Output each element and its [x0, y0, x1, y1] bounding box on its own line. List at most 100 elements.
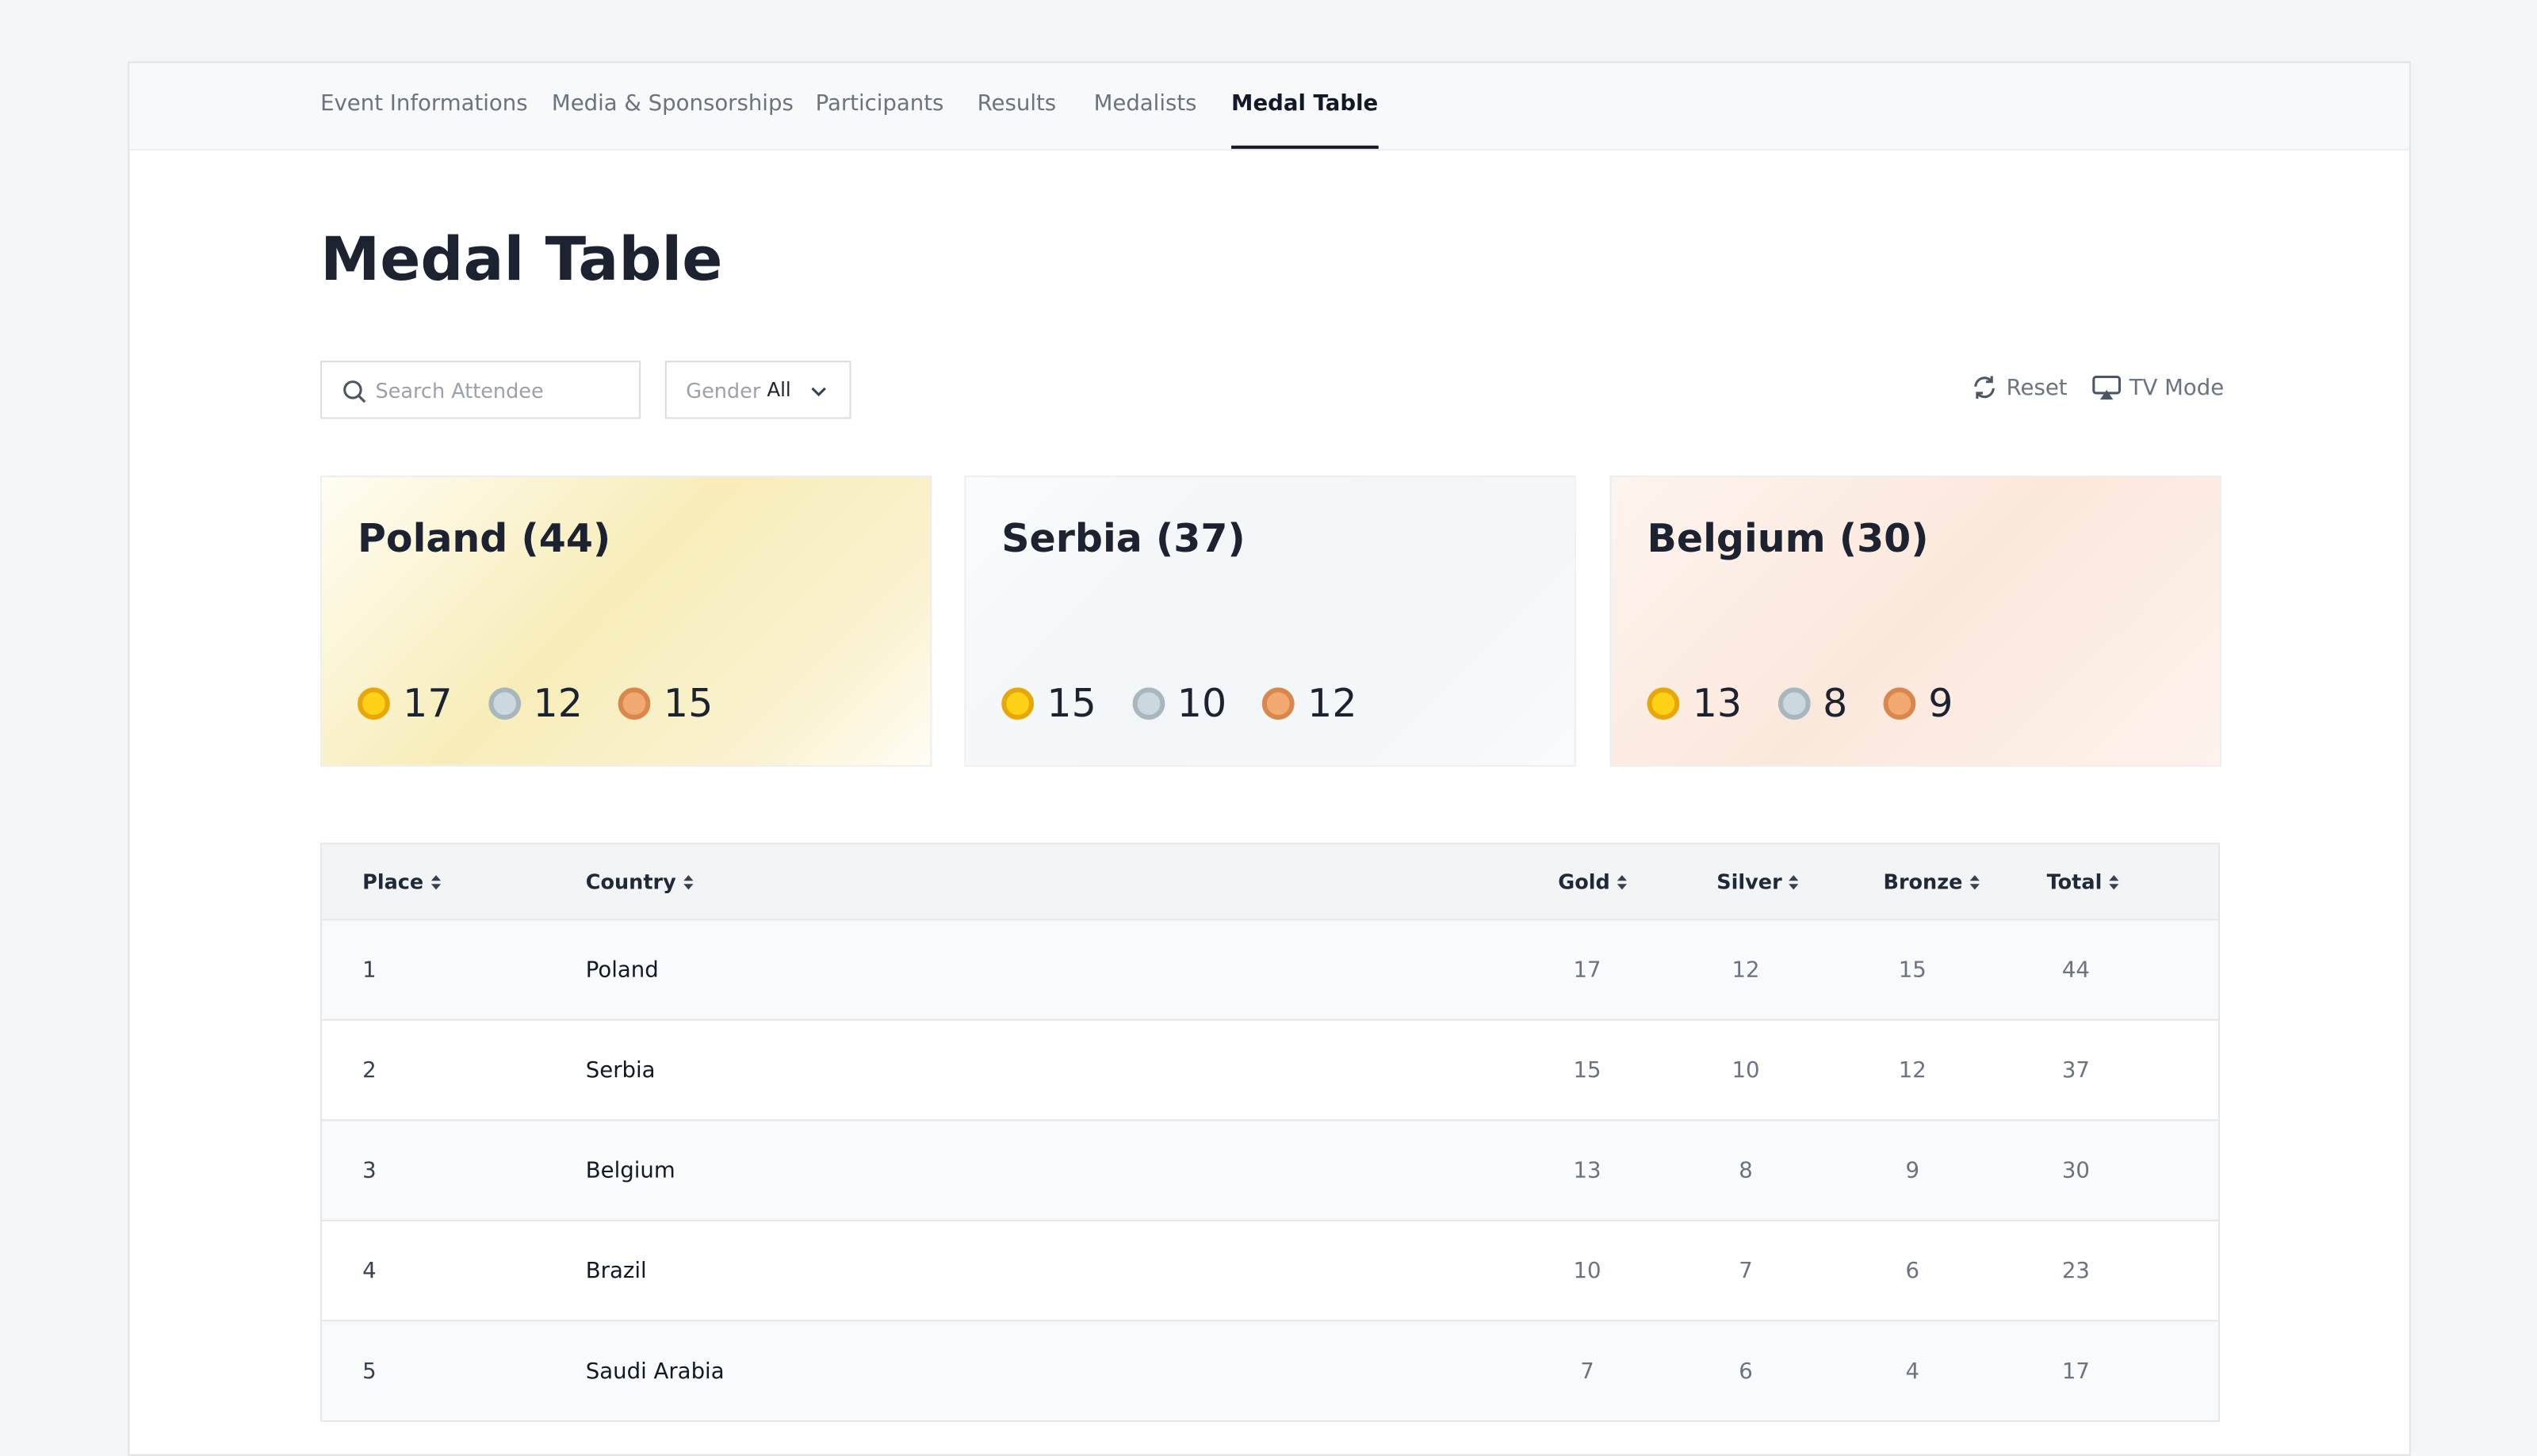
column-label: Gold: [1558, 869, 1610, 894]
table-row: 3 Belgium 13 8 9 30: [322, 1119, 2218, 1220]
bronze-count: 12: [1307, 681, 1357, 727]
count-cell: 23: [2061, 1257, 2090, 1284]
table-row: 2 Serbia 15 10 12 37: [322, 1018, 2218, 1120]
search-box[interactable]: Search Attendee: [320, 361, 641, 419]
column-label: Silver: [1716, 869, 1782, 894]
nav-tab[interactable]: Media & Sponsorships: [551, 90, 794, 117]
country-card: Belgium (30) 13 8 9: [1609, 475, 2222, 767]
count-cell: 13: [1573, 1157, 1601, 1183]
silver-count: 12: [533, 681, 583, 727]
card-title: Belgium (30): [1647, 516, 1929, 562]
table-header: Place Country Gold Silver Bronze Total: [322, 844, 2218, 919]
app-frame: Event Informations Media & Sponsorships Pa…: [128, 61, 2411, 1456]
gold-coin: [1001, 687, 1035, 720]
gold-coin: [1647, 687, 1680, 720]
nav-tab[interactable]: Medalists: [1093, 90, 1197, 117]
column-header[interactable]: Place: [362, 869, 442, 894]
card-title: Poland (44): [358, 516, 611, 562]
gender-value: All: [767, 378, 791, 402]
bronze-coin: [618, 687, 651, 720]
silver-coin: [488, 687, 521, 720]
gender-label: Gender: [686, 378, 761, 403]
medal-counts: 17 12 15: [358, 681, 748, 726]
nav-tab[interactable]: Participants: [815, 90, 944, 117]
column-header[interactable]: Country: [586, 869, 694, 894]
bronze-coin: [1262, 687, 1295, 720]
count-cell: 4: [1905, 1358, 1920, 1384]
count-cell: 9: [1905, 1157, 1920, 1183]
sort-icon: [683, 873, 694, 889]
chevron: [811, 387, 826, 397]
count-cell: 6: [1905, 1257, 1920, 1284]
silver-coin: [1131, 687, 1165, 720]
sort-icon: [1617, 873, 1628, 889]
reset-label: Reset: [2006, 374, 2068, 401]
count-cell: 30: [2061, 1157, 2090, 1183]
country-cell: Poland: [585, 957, 659, 983]
count-cell: 17: [1573, 957, 1601, 983]
count-cell: 10: [1732, 1057, 1760, 1083]
table-row: 4 Brazil 10 7 6 23: [322, 1219, 2218, 1320]
page-title: Medal Table: [320, 224, 723, 295]
bronze-count: 9: [1928, 681, 1953, 727]
medal-counts: 15 10 12: [1001, 681, 1392, 726]
count-cell: 15: [1573, 1057, 1601, 1083]
nav-tab[interactable]: Results: [977, 90, 1057, 117]
card-title: Serbia (37): [1001, 516, 1246, 562]
tv-icon: [2092, 375, 2121, 400]
country-card: Serbia (37) 15 10 12: [964, 475, 1576, 767]
count-cell: 12: [1898, 1057, 1927, 1083]
reset-icon: [1974, 376, 1995, 399]
place-cell: 4: [362, 1257, 377, 1284]
table-row: 1 Poland 17 12 15 44: [322, 919, 2218, 1019]
gold-count: 13: [1692, 681, 1743, 727]
gold-count: 17: [403, 681, 453, 727]
country-cell: Brazil: [585, 1257, 647, 1284]
place-cell: 5: [362, 1358, 377, 1384]
country-cell: Serbia: [585, 1057, 656, 1083]
count-cell: 37: [2061, 1057, 2090, 1083]
silver-coin: [1777, 687, 1810, 720]
count-cell: 17: [2061, 1358, 2090, 1384]
gender-select[interactable]: Gender All: [664, 361, 851, 419]
column-label: Place: [362, 869, 424, 894]
count-cell: 44: [2061, 957, 2090, 983]
medal-counts: 13 8 9: [1647, 681, 1989, 726]
nav-tab[interactable]: Medal Table: [1231, 90, 1379, 149]
sort-icon: [430, 873, 441, 889]
sort-icon: [1789, 873, 1800, 889]
silver-count: 10: [1177, 681, 1227, 727]
country-cell: Saudi Arabia: [585, 1358, 725, 1384]
count-cell: 6: [1739, 1358, 1753, 1384]
sort-icon: [1969, 873, 1980, 889]
tv-mode-button[interactable]: TV Mode: [2092, 373, 2224, 401]
column-header[interactable]: Gold: [1558, 869, 1628, 894]
gold-coin: [358, 687, 390, 720]
country-cell: Belgium: [585, 1157, 675, 1183]
place-cell: 2: [362, 1057, 377, 1083]
count-cell: 8: [1739, 1157, 1753, 1183]
column-header[interactable]: Silver: [1716, 869, 1800, 894]
reset-button[interactable]: Reset: [1971, 373, 2068, 401]
place-cell: 1: [362, 957, 377, 983]
nav-tab[interactable]: Event Informations: [320, 90, 528, 117]
place-cell: 3: [362, 1157, 377, 1183]
count-cell: 15: [1898, 957, 1927, 983]
silver-count: 8: [1823, 681, 1848, 727]
column-label: Bronze: [1883, 869, 1963, 894]
column-header[interactable]: Bronze: [1884, 869, 1980, 894]
column-label: Country: [585, 869, 676, 894]
count-cell: 10: [1573, 1257, 1601, 1284]
column-header[interactable]: Total: [2047, 869, 2120, 894]
tab-bar: Event Informations Media & Sponsorships Pa…: [129, 63, 2409, 151]
count-cell: 7: [1580, 1358, 1594, 1384]
country-card: Poland (44) 17 12 15: [320, 475, 932, 767]
search-placeholder: Search Attendee: [375, 378, 544, 403]
gold-count: 15: [1047, 681, 1096, 727]
tv-mode-label: TV Mode: [2129, 374, 2225, 401]
search-icon: [343, 380, 366, 403]
count-cell: 7: [1739, 1257, 1753, 1284]
bronze-coin: [1883, 687, 1915, 720]
